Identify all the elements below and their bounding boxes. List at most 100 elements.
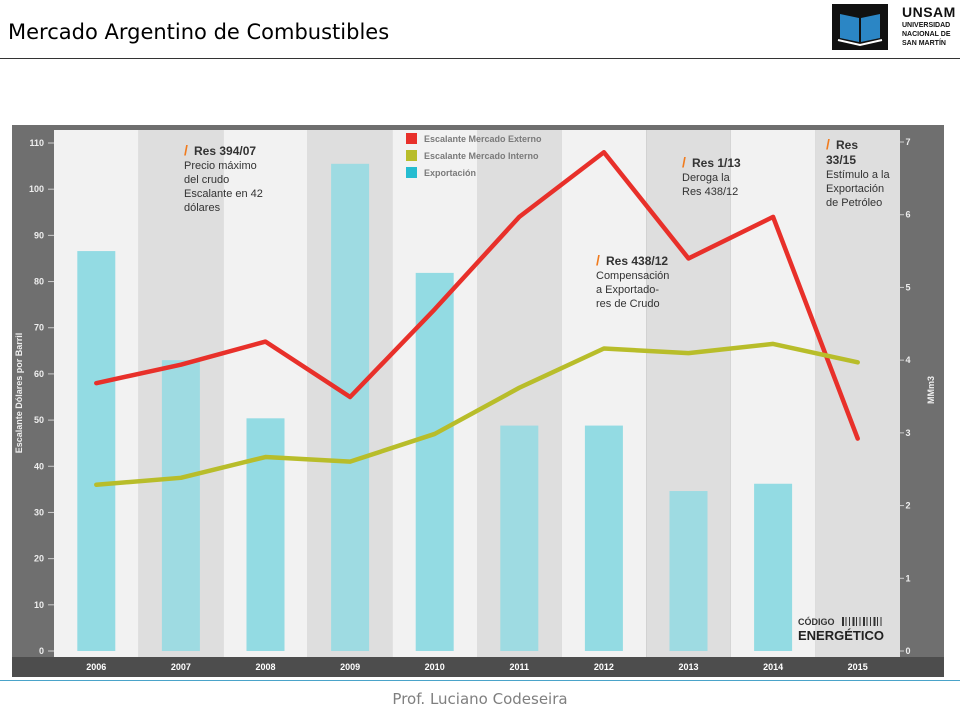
series-point [856, 360, 860, 364]
x-tick-label: 2010 [425, 662, 445, 672]
series-point [264, 340, 267, 344]
series-point [687, 256, 690, 260]
title-divider [0, 58, 960, 59]
chart-svg: 0 10 20 30 40 50 60 70 80 90 100 110 0 1 2 3 4 5 6 7 Escalan… [12, 125, 944, 677]
y2-tick-label: 1 [905, 573, 910, 583]
series-point [517, 386, 521, 390]
x-tick-label: 2008 [255, 662, 275, 672]
watermark-line-1: CÓDIGO [798, 616, 835, 627]
annotation-text: dólares [184, 202, 221, 214]
watermark-barcode [856, 617, 857, 626]
slide-title: Mercado Argentino de Combustibles [8, 20, 390, 44]
watermark-barcode [877, 617, 878, 626]
watermark-barcode [859, 617, 861, 626]
x-tick-label: 2012 [594, 662, 614, 672]
legend-label: Escalante Mercado Interno [424, 151, 539, 161]
annotation-title: Res 394/07 [194, 144, 256, 158]
y2-tick-label: 7 [905, 137, 910, 147]
annotation-title: Res [836, 138, 858, 152]
export-bar [246, 418, 285, 651]
series-point [771, 215, 775, 219]
legend-swatch [406, 133, 417, 144]
watermark-barcode [849, 617, 850, 626]
series-point [687, 351, 690, 355]
series-point [264, 455, 267, 459]
y-tick-label: 30 [34, 507, 44, 517]
annotation-text: del crudo [184, 174, 229, 186]
y2-axis-title: MMm3 [926, 376, 936, 404]
y2-tick-label: 6 [905, 210, 910, 220]
y-tick-label: 100 [29, 184, 44, 194]
y2-tick-label: 2 [905, 501, 910, 511]
series-point [348, 460, 352, 464]
export-bar [331, 163, 370, 652]
watermark-barcode [845, 617, 847, 626]
annotation-text: Exportación [826, 183, 884, 195]
book-icon [832, 4, 888, 50]
series-line [94, 341, 860, 487]
annotation-text: de Petróleo [826, 197, 882, 209]
export-bar [584, 425, 623, 651]
annotation-text: Compensación [596, 270, 669, 282]
series-point [517, 215, 521, 219]
watermark-barcode [863, 617, 865, 626]
legend-label: Escalante Mercado Externo [424, 134, 542, 144]
y-tick-label: 50 [34, 415, 44, 425]
watermark-barcode [873, 617, 876, 626]
series-point [179, 476, 183, 480]
export-bar [77, 251, 116, 652]
x-tick-label: 2009 [340, 662, 360, 672]
annotation-text: Escalante en 42 [184, 188, 263, 200]
annotation-title: Res 1/13 [692, 156, 741, 170]
y-tick-label: 10 [34, 600, 44, 610]
series-line [94, 149, 860, 441]
legend-swatch [406, 150, 417, 161]
series-point [856, 437, 860, 441]
series-point [602, 347, 606, 351]
annotation-text: res de Crudo [596, 298, 660, 310]
legend-swatch [406, 167, 417, 178]
export-bar [754, 483, 793, 651]
x-tick-label: 2007 [171, 662, 191, 672]
y-tick-label: 80 [34, 277, 44, 287]
annotation-text: Deroga la [682, 172, 731, 184]
series-point [348, 395, 352, 399]
series-point [433, 307, 437, 311]
annotation-slash: / [596, 252, 600, 268]
x-axis-strip [12, 657, 944, 677]
y2-tick-label: 3 [905, 428, 910, 438]
x-tick-label: 2015 [848, 662, 868, 672]
x-tick-label: 2013 [678, 662, 698, 672]
series-point [433, 432, 437, 436]
watermark-barcode [870, 617, 871, 626]
x-tick-label: 2014 [763, 662, 783, 672]
series-point [179, 363, 183, 367]
watermark-line-2: ENERGÉTICO [798, 628, 884, 643]
footer-author: Prof. Luciano Codeseira [392, 690, 568, 708]
logo-line-1: UNIVERSIDAD [902, 22, 951, 29]
logo-line-3: SAN MARTÍN [902, 40, 946, 47]
annotation-text: Precio máximo [184, 160, 257, 172]
y-tick-label: 110 [29, 138, 44, 148]
annotation-text: a Exportado- [596, 284, 659, 296]
y-axis-title: Escalante Dólares por Barril [14, 333, 24, 454]
watermark-barcode [880, 617, 882, 626]
y-tick-label: 20 [34, 554, 44, 564]
series-point [602, 150, 606, 154]
y-tick-label: 40 [34, 461, 44, 471]
annotation-slash: / [682, 154, 686, 170]
logo-name: UNSAM [902, 4, 956, 20]
y-tick-label: 90 [34, 230, 44, 240]
legend-label: Exportación [424, 168, 476, 178]
y2-tick-label: 0 [905, 646, 910, 656]
series-point [94, 381, 98, 385]
annotation-text: Estímulo a la [826, 169, 890, 181]
footer-divider [0, 680, 960, 681]
x-tick-label: 2011 [510, 662, 530, 672]
y-tick-label: 60 [34, 369, 44, 379]
export-bar [161, 360, 200, 651]
y2-tick-label: 4 [905, 355, 910, 365]
x-tick-label: 2006 [86, 662, 106, 672]
export-bar [500, 425, 539, 651]
annotation-slash: / [826, 136, 830, 152]
